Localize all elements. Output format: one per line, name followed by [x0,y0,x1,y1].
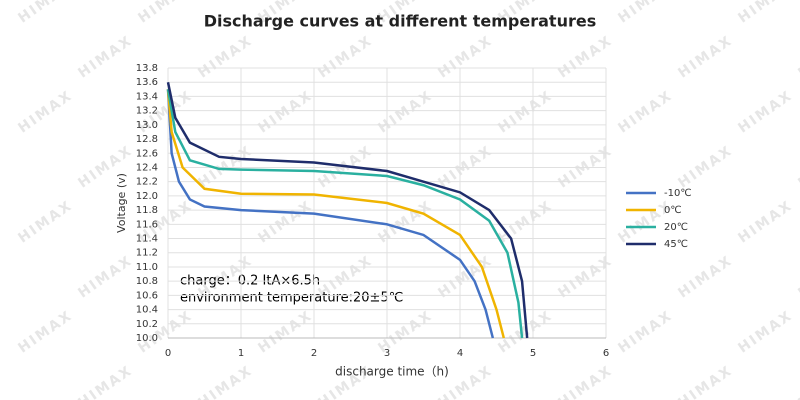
watermark: HIMAX [675,363,735,400]
watermark: HIMAX [15,88,75,137]
y-tick-label: 10.0 [136,333,158,344]
y-tick-label: 12.4 [136,162,158,173]
y-tick-label: 11.6 [136,219,158,230]
y-axis-label: Voltage (v) [115,173,128,233]
watermark: HIMAX [135,0,195,27]
watermark: HIMAX [735,198,795,247]
watermarks: HIMAX HIMAX HIMAX HIMAX HIMAX HIMAX HIMAXHIMAX… [15,0,800,400]
watermark: HIMAX [75,253,135,302]
y-tick-label: 13.2 [136,106,158,117]
legend-label: -10℃ [664,188,692,199]
watermark: HIMAX [795,253,800,302]
y-tick-label: 12.6 [136,148,158,159]
y-tick-label: 13.6 [136,77,158,88]
watermark: HIMAX [375,88,435,137]
watermark: HIMAX [735,0,795,27]
watermark: HIMAX [735,308,795,357]
watermark: HIMAX [495,198,555,247]
watermark: HIMAX [615,308,675,357]
x-tick-label: 1 [238,348,244,359]
x-tick-label: 2 [311,348,317,359]
series-line [166,89,495,339]
x-tick-label: 3 [384,348,390,359]
watermark: HIMAX [15,308,75,357]
y-tick-label: 11.2 [136,248,158,259]
watermark: HIMAX [615,88,675,137]
y-tick-label: 12.2 [136,177,158,188]
y-tick-label: 10.6 [136,290,158,301]
watermark: HIMAX [255,198,315,247]
y-tick-label: 13.4 [136,91,158,102]
watermark: HIMAX [555,33,615,82]
watermark: HIMAX [795,143,800,192]
y-tick-label: 10.4 [136,305,158,316]
x-axis-label: discharge time（h) [335,365,449,379]
watermark: HIMAX [555,363,615,400]
annotation: environment temperature:20±5℃ [180,291,403,306]
x-tick-label: 4 [457,348,463,359]
watermark: HIMAX [75,363,135,400]
y-tick-label: 13.8 [136,63,158,74]
series-line [166,89,524,339]
legend-label: 20℃ [664,222,688,233]
chart-title: Discharge curves at different temperatur… [204,12,596,31]
series-line [166,81,529,339]
y-tick-label: 11.0 [136,262,158,273]
watermark: HIMAX [15,0,75,27]
watermark: HIMAX [675,33,735,82]
watermark: HIMAX [735,88,795,137]
watermark: HIMAX [555,253,615,302]
watermark: HIMAX [435,33,495,82]
watermark: HIMAX [795,33,800,82]
y-tick-label: 10.8 [136,276,158,287]
watermark: HIMAX [795,363,800,400]
watermark: HIMAX [195,33,255,82]
watermark: HIMAX [615,0,675,27]
watermark: HIMAX [375,198,435,247]
legend-label: 45℃ [664,239,688,250]
y-tick-label: 11.4 [136,234,158,245]
watermark: HIMAX [315,33,375,82]
y-tick-label: 11.8 [136,205,158,216]
watermark: HIMAX [75,33,135,82]
x-tick-label: 0 [165,348,171,359]
x-tick-label: 5 [530,348,536,359]
watermark: HIMAX [675,143,735,192]
y-tick-label: 12.8 [136,134,158,145]
watermark: HIMAX [675,253,735,302]
y-tick-label: 10.2 [136,319,158,330]
y-tick-label: 13.0 [136,120,158,131]
watermark: HIMAX [435,253,495,302]
watermark: HIMAX [195,363,255,400]
legend-label: 0℃ [664,205,682,216]
watermark: HIMAX [255,308,315,357]
y-tick-label: 12.0 [136,191,158,202]
x-tick-label: 6 [603,348,609,359]
series-line [166,89,506,339]
watermark: HIMAX [15,198,75,247]
watermark: HIMAX [495,88,555,137]
watermark: HIMAX [255,88,315,137]
